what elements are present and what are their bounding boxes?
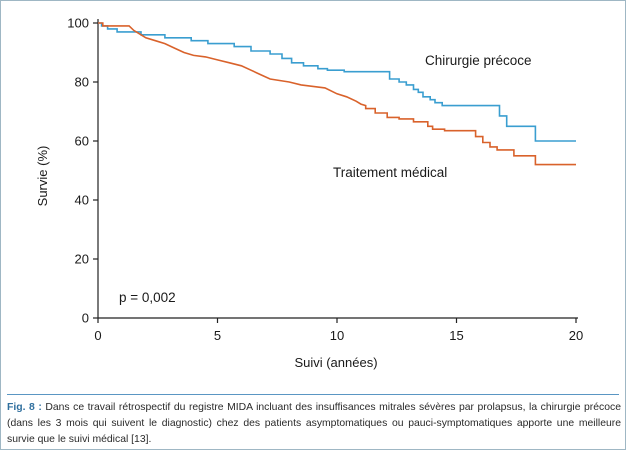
p-value-annotation: p = 0,002 <box>119 290 176 305</box>
y-tick-label: 20 <box>75 252 89 267</box>
x-tick-label: 10 <box>330 328 344 343</box>
caption-divider <box>7 394 619 395</box>
series-label-chirurgie: Chirurgie précoce <box>425 53 532 68</box>
caption-label: Fig. 8 : <box>7 402 42 413</box>
y-axis-title: Survie (%) <box>35 146 50 207</box>
x-axis-title: Suivi (années) <box>294 355 377 370</box>
y-tick-label: 40 <box>75 193 89 208</box>
caption-text: Dans ce travail rétrospectif du registre… <box>7 402 621 445</box>
figure-caption: Fig. 8 : Dans ce travail rétrospectif du… <box>7 400 621 448</box>
x-tick-label: 0 <box>94 328 101 343</box>
x-tick-label: 15 <box>449 328 463 343</box>
y-tick-label: 60 <box>75 134 89 149</box>
series-label-traitement: Traitement médical <box>333 165 447 180</box>
y-tick-label: 0 <box>82 311 89 326</box>
y-tick-label: 80 <box>75 75 89 90</box>
axes: 0 20 40 60 80 100 0 5 10 15 20 <box>67 16 583 344</box>
series-lines <box>98 22 576 166</box>
series-line-chirurgie <box>98 22 576 142</box>
x-tick-label: 20 <box>569 328 583 343</box>
survival-chart: 0 20 40 60 80 100 0 5 10 15 20 Suivi (années) Surv… <box>35 16 583 371</box>
series-line-traitement <box>98 22 576 166</box>
y-tick-label: 100 <box>67 16 89 31</box>
x-tick-label: 5 <box>214 328 221 343</box>
